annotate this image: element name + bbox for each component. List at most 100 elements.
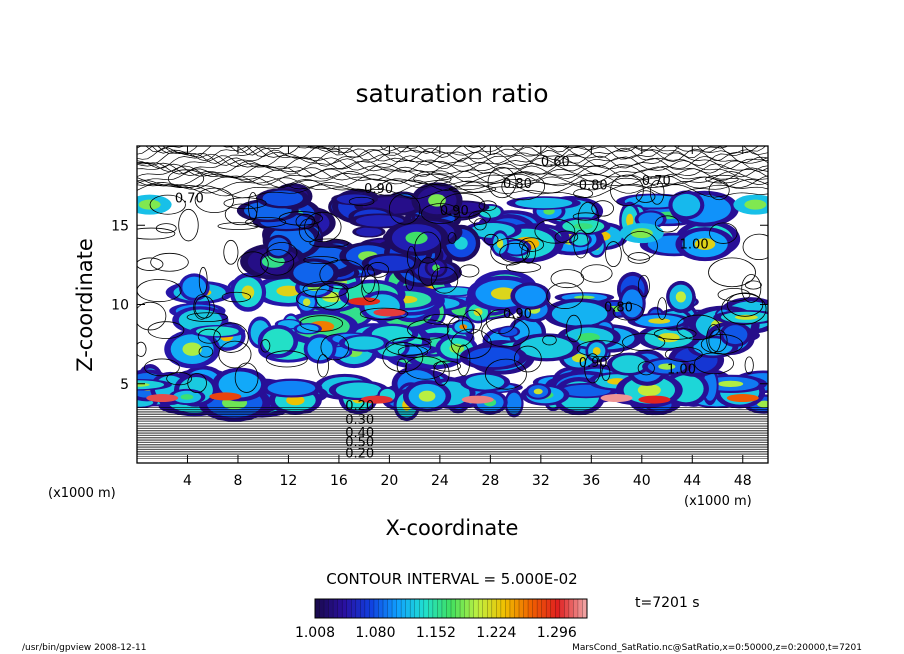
- colorbar-swatch: [473, 599, 479, 618]
- contour-ring: [413, 173, 452, 185]
- colorbar-tick-label: 1.008: [295, 625, 335, 641]
- contour-ring: [406, 245, 416, 269]
- colorbar-swatch: [451, 599, 456, 618]
- contour-ring: [213, 322, 249, 353]
- x-tick-label: 48: [734, 473, 752, 489]
- colorbar-tick-label: 1.080: [355, 625, 395, 641]
- colorbar-swatch: [537, 599, 542, 618]
- x-tick-label: 8: [233, 473, 242, 489]
- contour-ring: [234, 362, 259, 393]
- contour-ring: [709, 222, 738, 244]
- colorbar-swatch: [469, 599, 474, 618]
- saturation-peak: [726, 394, 759, 403]
- x-axis: 4 8 12 16 20 24 28 32 36 40 44 48: [183, 146, 752, 489]
- x-tick-label: 12: [280, 473, 298, 489]
- colorbar-swatch: [519, 599, 524, 618]
- contour-label: 1.00: [680, 237, 709, 252]
- contour-ring: [573, 188, 594, 199]
- colorbar-swatch: [369, 599, 375, 618]
- x-unit-left: (x1000 m): [48, 486, 116, 501]
- colorbar-tick-label: 1.152: [416, 625, 456, 641]
- contour-ring: [137, 227, 176, 240]
- contour-ring: [573, 229, 589, 259]
- contour-ring: [217, 222, 259, 230]
- colorbar-tick-label: 1.224: [476, 625, 516, 641]
- x-tick-label: 40: [633, 473, 651, 489]
- contour-label: 0.30: [345, 413, 374, 428]
- colorbar-swatch: [324, 599, 329, 618]
- contour-ring: [361, 275, 380, 302]
- saturation-field: [137, 182, 768, 422]
- colorbar-swatch: [319, 599, 325, 618]
- saturation-core: [694, 238, 716, 251]
- y-tick-label: 15: [111, 218, 129, 234]
- contour-line: [137, 149, 768, 167]
- colorbar-swatch: [559, 599, 565, 618]
- contour-ring: [198, 345, 214, 358]
- colorbar-swatch: [387, 599, 393, 618]
- colorbar-swatch: [550, 599, 556, 618]
- contour-ring: [299, 315, 344, 332]
- contour-ring: [147, 321, 185, 339]
- contour-ring: [144, 358, 180, 377]
- saturation-peak: [209, 392, 242, 401]
- contour-ring: [405, 269, 415, 291]
- footer-left: /usr/bin/gpview 2008-12-11: [22, 643, 146, 653]
- contour-ring: [708, 180, 730, 201]
- saturation-core: [592, 347, 601, 356]
- contour-ring: [519, 237, 545, 252]
- contour-ring: [265, 350, 308, 368]
- colorbar-swatch: [414, 599, 420, 618]
- colorbar-swatch: [541, 599, 547, 618]
- contour-ring: [396, 358, 407, 375]
- colorbar-swatch: [396, 599, 402, 618]
- saturation-cell: [551, 302, 608, 326]
- colorbar-swatch: [546, 599, 552, 618]
- contour-ring: [744, 280, 762, 290]
- colorbar-swatch: [528, 599, 533, 618]
- saturation-core: [657, 332, 680, 343]
- contour-ring: [610, 174, 644, 206]
- contour-ring: [534, 218, 576, 244]
- contour-ring: [717, 287, 751, 302]
- contour-ring: [388, 193, 421, 225]
- saturation-core: [717, 380, 744, 388]
- colorbar-swatch: [360, 599, 366, 618]
- colorbar-swatch: [532, 599, 538, 618]
- contour-line: [145, 146, 768, 154]
- colorbar-swatch: [500, 599, 506, 618]
- contour-ring: [309, 238, 349, 248]
- saturation-core: [432, 264, 441, 272]
- saturation-core: [180, 394, 194, 400]
- contour-ring: [397, 345, 429, 358]
- colorbar: [314, 599, 588, 618]
- saturation-peak: [360, 395, 393, 404]
- contour-ring: [447, 232, 457, 244]
- contour-ring: [521, 240, 537, 264]
- contour-ring: [481, 316, 530, 348]
- y-tick-label: 10: [111, 298, 129, 314]
- x-tick-label: 44: [683, 473, 701, 489]
- colorbar-swatch: [509, 599, 515, 618]
- contour-ring: [637, 361, 655, 376]
- saturation-cell: [356, 227, 382, 237]
- contour-ring: [155, 223, 177, 234]
- contour-ring: [315, 282, 350, 311]
- saturation-cell: [672, 193, 701, 217]
- colorbar-swatch: [491, 599, 497, 618]
- colorbar-swatch: [364, 599, 370, 618]
- contour-ring: [501, 172, 546, 201]
- contour-line: [151, 146, 766, 156]
- saturation-peak: [146, 394, 179, 403]
- colorbar-swatch: [337, 599, 343, 618]
- contour-ring: [468, 210, 491, 225]
- contour-ring: [649, 179, 665, 205]
- saturation-cell: [137, 380, 165, 390]
- saturation-core: [574, 295, 595, 300]
- contour-ring: [137, 257, 164, 271]
- contour-ring: [485, 308, 516, 335]
- colorbar-swatch: [487, 599, 493, 618]
- colorbar-swatch: [432, 599, 438, 618]
- saturation-cell: [515, 197, 573, 209]
- contour-ring: [166, 371, 193, 386]
